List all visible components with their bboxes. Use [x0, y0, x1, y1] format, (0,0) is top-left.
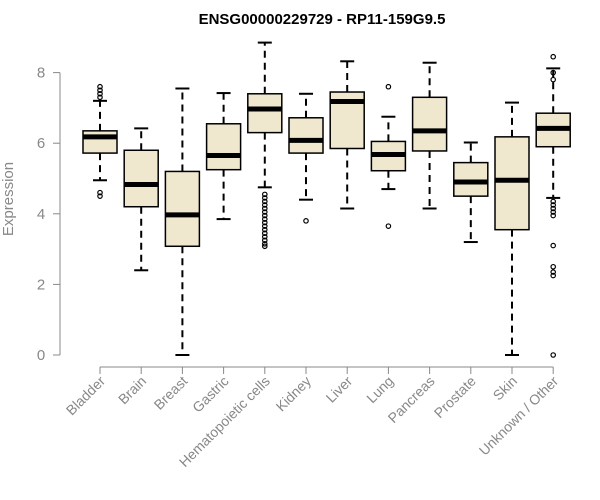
outlier-point	[261, 216, 268, 222]
y-axis-label: Expression	[0, 162, 17, 236]
box-lung	[370, 83, 407, 229]
outlier-point	[261, 241, 268, 247]
x-tick-label: Kidney	[273, 373, 315, 415]
box-iqr	[164, 170, 201, 248]
box-iqr	[123, 149, 159, 208]
box-unknown-other	[535, 53, 571, 358]
box-iqr	[82, 130, 118, 154]
y-tick-label: 4	[37, 206, 45, 223]
outlier-point	[261, 191, 268, 198]
outlier-point	[261, 219, 268, 226]
outlier-point	[97, 189, 103, 196]
outlier-point	[261, 198, 268, 205]
x-tick-label: Liver	[323, 373, 356, 406]
outlier-point	[303, 218, 309, 224]
y-tick-label: 0	[37, 347, 45, 364]
chart-title: ENSG00000229729 - RP11-159G9.5	[199, 11, 446, 28]
box-iqr	[453, 161, 489, 197]
box-brain	[123, 127, 159, 272]
outlier-point	[261, 226, 268, 233]
box-pancreas	[411, 61, 448, 210]
outlier-point	[550, 212, 557, 219]
outlier-point	[550, 205, 557, 212]
outlier-point	[550, 198, 557, 205]
outlier-point	[97, 94, 103, 101]
outlier-point	[261, 212, 268, 219]
y-tick-label: 8	[37, 65, 45, 82]
outlier-point	[97, 90, 103, 97]
outlier-point	[261, 233, 268, 240]
outlier-point	[97, 193, 103, 199]
x-tick-label: Prostate	[431, 373, 479, 421]
outlier-point	[550, 202, 557, 208]
box-hematopoietic-cells	[247, 41, 283, 250]
box-iqr	[494, 136, 530, 231]
outlier-point	[261, 223, 268, 229]
outlier-point	[550, 242, 557, 249]
x-tick-label: Brain	[115, 373, 149, 407]
outlier-point	[261, 237, 268, 244]
x-tick-label: Skin	[490, 373, 521, 404]
outlier-point	[261, 209, 268, 215]
box-kidney	[288, 92, 324, 224]
outlier-point	[550, 69, 557, 76]
outlier-point	[385, 223, 392, 229]
outlier-point	[261, 202, 268, 208]
y-tick-label: 6	[37, 135, 45, 152]
outlier-point	[550, 263, 557, 270]
x-tick-label: Breast	[151, 373, 191, 413]
box-iqr	[288, 117, 324, 154]
box-bladder	[82, 83, 118, 199]
outlier-point	[550, 76, 557, 83]
box-prostate	[453, 141, 489, 244]
outlier-point	[97, 83, 103, 90]
box-iqr	[411, 96, 448, 152]
y-axis: 0 2 4 6 8	[37, 65, 61, 364]
box-iqr	[205, 123, 242, 171]
boxes-group	[82, 41, 571, 358]
outlier-point	[97, 87, 103, 94]
outlier-point	[550, 269, 557, 275]
box-iqr	[247, 93, 283, 134]
box-skin	[494, 101, 530, 356]
outlier-point	[261, 195, 268, 201]
box-breast	[164, 87, 201, 356]
outlier-point	[550, 53, 557, 60]
box-gastric	[205, 92, 242, 221]
outlier-point	[550, 209, 557, 215]
outlier-point	[261, 230, 268, 237]
x-tick-label: Lung	[363, 373, 396, 406]
outlier-point	[385, 83, 392, 90]
box-liver	[329, 60, 365, 210]
outlier-point	[550, 352, 557, 358]
x-tick-label: Bladder	[63, 373, 109, 419]
outlier-point	[550, 272, 557, 279]
y-tick-label: 2	[37, 276, 45, 293]
outlier-point	[261, 243, 268, 250]
outlier-point	[261, 205, 268, 212]
